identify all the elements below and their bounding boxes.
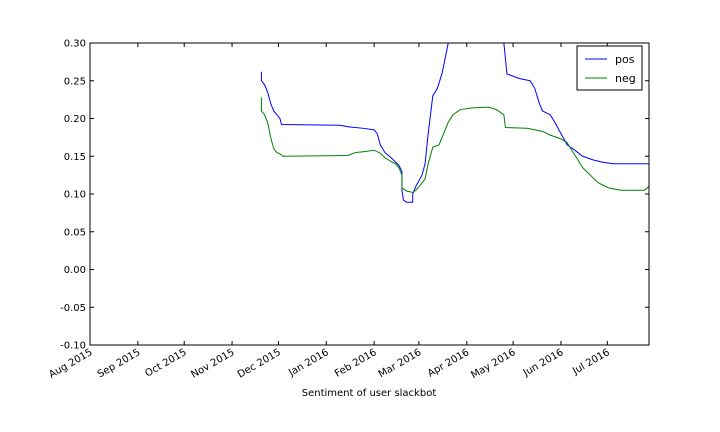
x-tick-label: Jun 2016	[521, 347, 566, 379]
series-line-pos	[260, 43, 649, 203]
legend-label-neg: neg	[615, 72, 636, 85]
x-tick-label: Oct 2015	[143, 347, 188, 379]
y-tick-label: 0.05	[64, 227, 86, 238]
x-tick-label: Jul 2016	[570, 347, 612, 377]
y-tick-label: 0.00	[64, 265, 86, 276]
x-tick-label: Dec 2015	[236, 347, 283, 381]
x-axis-label: Sentiment of user slackbot	[302, 388, 437, 399]
plot-frame	[89, 42, 650, 346]
y-tick-label: 0.25	[64, 76, 86, 87]
x-axis: Aug 2015 Sep 2015 Oct 2015 Nov 2015 Dec 2015…	[47, 43, 612, 381]
x-tick-label: Apr 2016	[426, 347, 471, 379]
x-tick-label: Mar 2016	[377, 347, 424, 380]
y-tick-label: -0.05	[60, 303, 86, 314]
y-tick-label: 0.15	[64, 152, 86, 163]
y-axis: 0.30 0.25 0.20 0.15 0.10 0.05 0.00 -0.05 -0.10	[60, 39, 649, 352]
y-tick-label: 0.20	[64, 114, 86, 125]
series-line-neg	[260, 97, 649, 194]
x-tick-label: Jan 2016	[286, 347, 331, 379]
x-tick-label: May 2016	[469, 347, 517, 381]
legend-label-pos: pos	[615, 53, 635, 66]
x-tick-label: Nov 2015	[189, 347, 236, 381]
legend-box	[576, 45, 643, 91]
x-tick-label: Aug 2015	[47, 347, 94, 381]
y-tick-label: 0.10	[64, 190, 86, 201]
y-tick-label: -0.10	[60, 341, 86, 352]
x-tick-label: Feb 2016	[333, 347, 379, 380]
legend: pos neg	[576, 45, 643, 91]
plot-lines	[260, 43, 649, 203]
y-tick-label: 0.30	[64, 39, 86, 50]
x-tick-label: Sep 2015	[96, 347, 143, 380]
